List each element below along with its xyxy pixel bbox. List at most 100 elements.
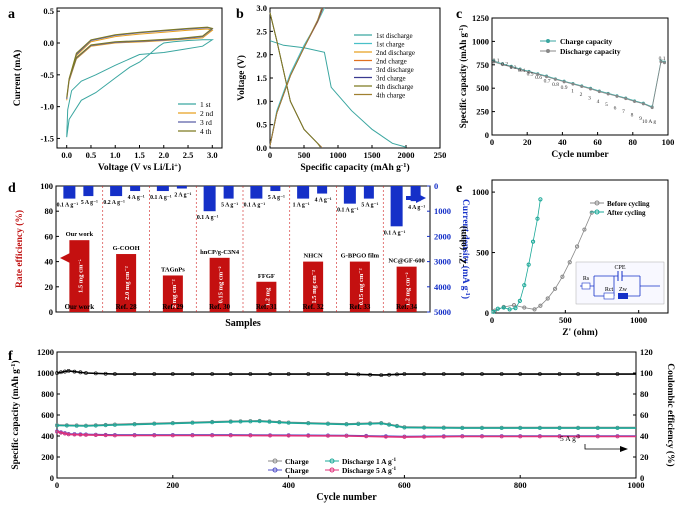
data-point xyxy=(238,419,243,424)
y-tick-label: 20 xyxy=(640,452,649,462)
series-line xyxy=(493,199,541,313)
loading-label: 1.2 mg cm⁻² xyxy=(405,272,412,306)
legend-label: Before cycling xyxy=(607,200,650,208)
x-tick-label: 1000 xyxy=(628,480,645,490)
data-point xyxy=(402,425,407,430)
y-tick-label: 800 xyxy=(41,389,54,399)
x-tick-label: 60 xyxy=(593,137,602,147)
right-arrow-icon xyxy=(406,193,426,203)
y-tick-label: 1200 xyxy=(37,347,54,357)
high-current-bar xyxy=(317,186,328,194)
data-point xyxy=(132,433,137,438)
data-point xyxy=(59,370,63,375)
data-point xyxy=(268,433,272,438)
legend-marker xyxy=(329,458,335,464)
arrow-head-icon xyxy=(620,446,628,452)
y-tick-label: 0.5 xyxy=(43,6,54,16)
legend-marker xyxy=(546,39,550,43)
data-point xyxy=(59,430,63,435)
rate-label: 0.1 xyxy=(493,58,500,64)
data-point xyxy=(552,286,558,291)
x-tick-label: 500 xyxy=(298,150,311,160)
legend-label: 4th charge xyxy=(376,92,405,100)
data-point xyxy=(152,422,157,426)
data-point xyxy=(210,420,215,425)
data-point xyxy=(170,433,175,438)
high-current-label: 4 A g⁻¹ xyxy=(315,198,332,204)
data-point xyxy=(103,371,108,376)
y-tick-label: 1000 xyxy=(37,368,54,378)
rate-bar xyxy=(256,281,277,312)
category-label: Ref. 32 xyxy=(303,303,324,311)
x-tick-label: 1000 xyxy=(630,315,647,325)
circuit-label: Zw xyxy=(619,287,628,293)
series-line xyxy=(269,12,322,148)
y-tick-label: 0.5 xyxy=(256,120,267,130)
x-tick-label: 200 xyxy=(166,480,179,490)
rate-label: 0.8 xyxy=(552,82,559,88)
x-axis-label: Specific capacity (mAh g-1) xyxy=(300,162,409,174)
panel-f: f0 200 400 600 800 10000200400600800100012000… xyxy=(8,347,676,503)
data-point xyxy=(356,422,361,426)
data-point xyxy=(93,433,98,438)
data-point xyxy=(535,216,540,221)
x-tick-label: 500 xyxy=(559,315,572,325)
y-axis-label: -Z'' (ohm) xyxy=(458,226,469,267)
data-point xyxy=(595,434,600,439)
rate-bar xyxy=(209,257,230,312)
series-line xyxy=(56,370,636,376)
legend-marker xyxy=(594,200,600,206)
data-point xyxy=(580,85,584,89)
category-label: Ref. 29 xyxy=(162,303,183,311)
data-point xyxy=(248,433,253,438)
x-tick-label: 1.5 xyxy=(134,150,145,160)
legend-marker xyxy=(546,49,550,53)
data-point xyxy=(597,90,601,94)
x-tick-label: 0 xyxy=(490,315,494,325)
data-point xyxy=(557,426,562,431)
data-point xyxy=(368,372,373,377)
data-point xyxy=(84,433,88,437)
high-current-label: 4 A g⁻¹ xyxy=(408,205,425,211)
data-point xyxy=(55,371,59,375)
low-current-label: 0.2 A g⁻¹ xyxy=(103,200,125,206)
data-point xyxy=(480,434,484,439)
data-point xyxy=(84,424,88,428)
panel-letter: a xyxy=(8,7,15,22)
data-point xyxy=(582,227,587,232)
data-point xyxy=(190,420,195,425)
legend-label: 1 st xyxy=(200,100,212,109)
y-tick-label: 500 xyxy=(476,248,489,258)
loading-label: 0.15 mg cm⁻² xyxy=(358,268,365,305)
series-line xyxy=(66,27,214,100)
data-point xyxy=(589,210,594,215)
data-point xyxy=(576,426,581,431)
category-label: Ref. 31 xyxy=(256,303,277,311)
y-tick-label: 5000 xyxy=(434,307,451,317)
data-point xyxy=(93,423,98,428)
series-line xyxy=(269,7,324,146)
y-tick-label: 2000 xyxy=(434,231,451,241)
data-point xyxy=(190,372,195,376)
data-point xyxy=(574,244,580,249)
data-point xyxy=(72,432,77,437)
data-point xyxy=(356,372,361,377)
data-point xyxy=(576,434,581,439)
x-tick-label: 0 xyxy=(490,137,494,147)
data-point xyxy=(228,372,233,376)
data-point xyxy=(368,421,373,426)
circuit-label: CPE xyxy=(614,265,625,271)
annotation: 5 A g-1 xyxy=(560,434,581,443)
series-line xyxy=(66,28,214,101)
data-point xyxy=(518,68,522,72)
data-point xyxy=(615,434,620,439)
y-tick-label: 400 xyxy=(41,431,54,441)
y-tick-label: 1.0 xyxy=(256,96,267,106)
x-tick-label: 100 xyxy=(662,137,675,147)
data-point xyxy=(537,426,542,431)
annotation-arrow xyxy=(584,444,622,450)
data-point xyxy=(532,307,537,312)
panel-a: a 0.0 0.5 1.0 1.5 2.0 2.5 3.0 0.5 0.0 -0.5 -1.0 -1.5… xyxy=(8,6,223,173)
